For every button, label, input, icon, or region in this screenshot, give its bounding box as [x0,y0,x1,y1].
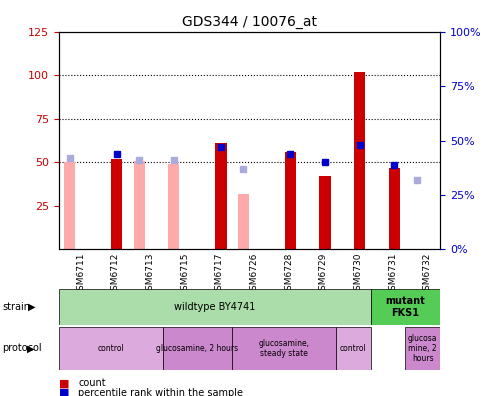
Text: ▶: ▶ [27,343,34,354]
Text: wildtype BY4741: wildtype BY4741 [174,302,255,312]
Text: control: control [97,344,124,353]
Text: strain: strain [2,302,30,312]
Bar [59,327,163,370]
Bar [284,152,295,249]
Bar [232,327,335,370]
Bar [64,162,75,249]
Bar [405,327,439,370]
Bar [370,289,439,325]
Bar [353,72,365,249]
Text: mutant
FKS1: mutant FKS1 [385,296,425,318]
Bar [111,159,122,249]
Text: ■: ■ [59,388,69,396]
Text: count: count [78,378,105,388]
Text: glucosamine, 2 hours: glucosamine, 2 hours [156,344,238,353]
Bar [388,168,399,249]
Bar [319,176,330,249]
Bar [59,289,370,325]
Text: protocol: protocol [2,343,42,354]
Bar [133,161,144,249]
Bar [237,194,248,249]
Bar [335,327,370,370]
Bar [163,327,232,370]
Title: GDS344 / 10076_at: GDS344 / 10076_at [182,15,316,29]
Bar [215,143,226,249]
Bar [168,164,179,249]
Text: percentile rank within the sample: percentile rank within the sample [78,388,243,396]
Text: glucosamine,
steady state: glucosamine, steady state [258,339,309,358]
Text: control: control [339,344,366,353]
Text: glucosa
mine, 2
hours: glucosa mine, 2 hours [407,333,437,364]
Text: ▶: ▶ [28,302,36,312]
Text: ■: ■ [59,378,69,388]
